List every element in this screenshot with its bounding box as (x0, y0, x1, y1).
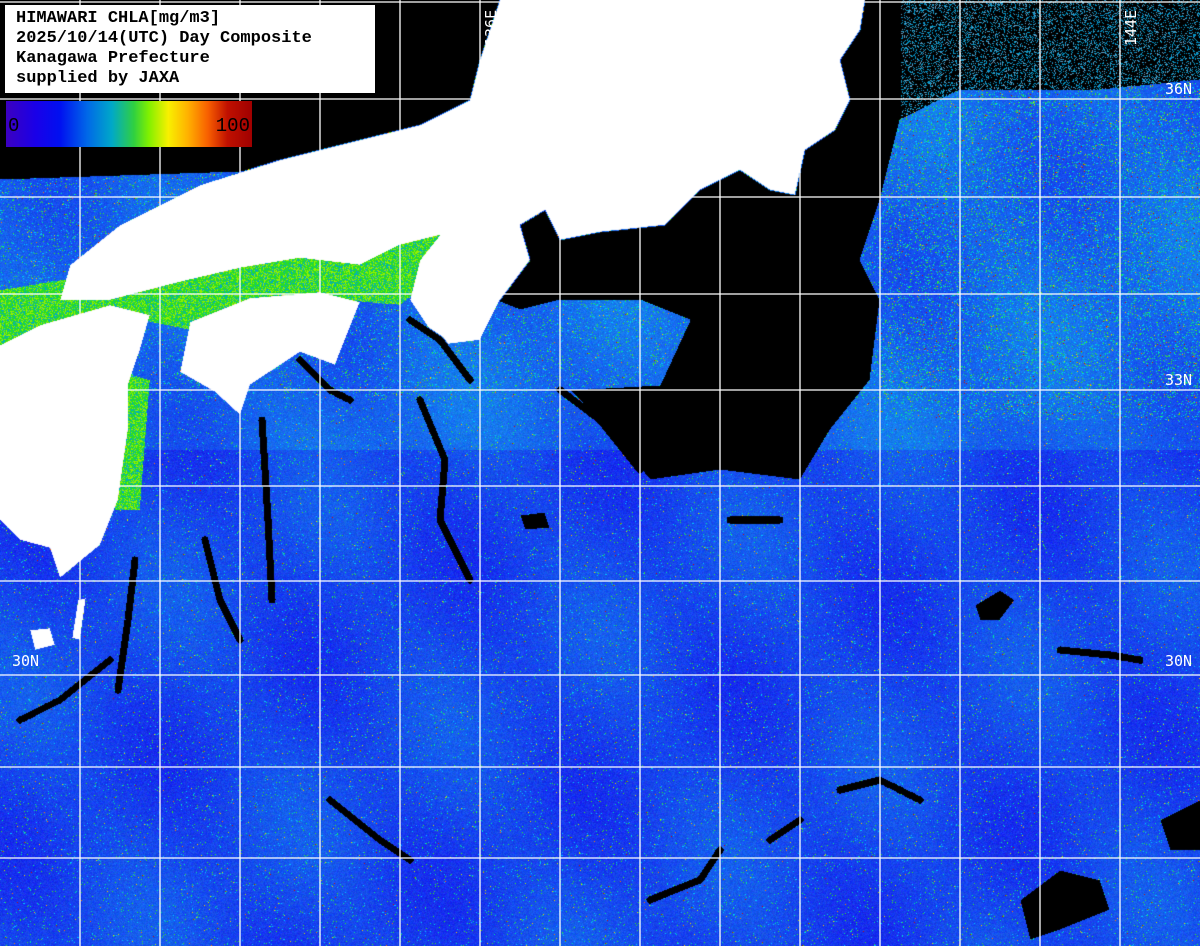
title-product: HIMAWARI CHLA[mg/m3] (16, 9, 221, 28)
color-scale-bar: 0 100 (6, 101, 252, 147)
lon-label-144e: 144E (1122, 9, 1140, 46)
lat-label-33n: 33N (1165, 371, 1193, 389)
lat-label-36n: 36N (1165, 80, 1193, 98)
title-date: 2025/10/14(UTC) Day Composite (16, 29, 312, 48)
title-region: Kanagawa Prefecture (16, 49, 210, 68)
lat-label-30n-right: 30N (1165, 652, 1193, 670)
title-box: HIMAWARI CHLA[mg/m3] 2025/10/14(UTC) Day… (5, 5, 375, 93)
colorbar-max-label: 100 (215, 115, 250, 137)
colorbar-min-label: 0 (8, 115, 20, 137)
lon-label-136e: 136E (482, 9, 500, 46)
title-credit: supplied by JAXA (16, 69, 180, 88)
lat-label-30n-left: 30N (12, 652, 40, 670)
